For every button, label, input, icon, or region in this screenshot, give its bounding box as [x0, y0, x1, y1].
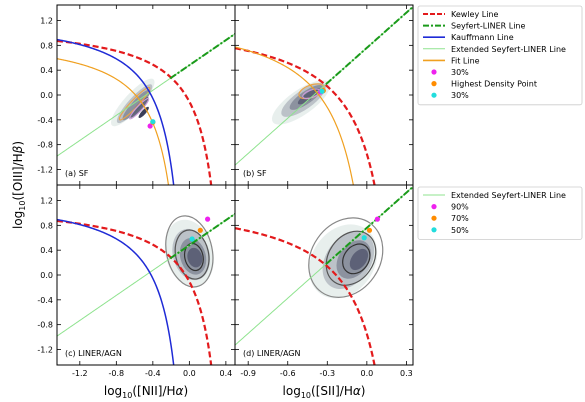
panel-label-d: (d) LINER/AGN [243, 349, 301, 358]
fit-line [235, 46, 354, 185]
density-level-4 [349, 248, 369, 271]
y-tick-label: -1.2 [37, 345, 53, 354]
y-tick-label: 0.8 [40, 41, 53, 50]
kewley-line [57, 219, 213, 365]
y-tick-label: -0.8 [37, 321, 53, 330]
seyfert-liner-line [169, 212, 235, 260]
legend-entry-label: Extended Seyfert-LINER Line [451, 191, 566, 200]
y-tick-label: 1.2 [40, 17, 53, 26]
legend-marker [431, 69, 437, 75]
cyan-point [319, 88, 325, 94]
density-contour-2 [325, 230, 377, 286]
density-level-4 [187, 247, 203, 268]
legend-marker [431, 92, 437, 98]
panel-label-a: (a) SF [65, 169, 89, 178]
x-tick-label: -1.2 [72, 369, 88, 378]
x-tick-label: -0.4 [145, 369, 161, 378]
y-tick-label: 0.4 [40, 66, 53, 75]
legend-entry-label: Kauffmann Line [451, 33, 514, 42]
x-tick-label: -0.6 [280, 369, 296, 378]
panel-a: (a) SF [57, 32, 235, 185]
cyan-point [150, 119, 156, 125]
x-axis-label-sii: log10([SII]/Hα) [283, 384, 366, 400]
fit-line [57, 58, 170, 185]
extended-seyfert-liner-line [57, 33, 235, 157]
density-contour-2 [129, 97, 150, 120]
cyan-point [189, 236, 195, 242]
magenta-point [374, 216, 380, 222]
legend-lower-right: Extended Seyfert-LINER Line 90% 70% 50% [417, 186, 583, 240]
panel-c: (c) LINER/AGN [57, 212, 235, 365]
y-tick-label: 0.8 [40, 221, 53, 230]
kewley-line [57, 39, 213, 185]
x-tick-label: 0.4 [220, 369, 233, 378]
panel-b: (b) SF [235, 5, 413, 185]
legend-marker [431, 204, 437, 210]
legend-entry-label: Extended Seyfert-LINER Line [451, 45, 566, 54]
cyan-point [361, 235, 367, 241]
y-tick-label: 1.2 [40, 197, 53, 206]
y-tick-label: -0.4 [37, 116, 53, 125]
legend-entry-label: 30% [451, 68, 469, 77]
legend-entry-label: 30% [451, 91, 469, 100]
legend-box [417, 186, 583, 240]
legend-entry-label: 50% [451, 226, 469, 235]
x-tick-label: -0.9 [240, 369, 256, 378]
legend-upper-right: Kewley Line Seyfert-LINER Line Kauffmann L… [417, 5, 583, 106]
legend-marker [431, 81, 437, 87]
y-tick-label: 0.4 [40, 246, 53, 255]
legend-layer: Kewley Line Seyfert-LINER Line Kauffmann L… [417, 5, 583, 240]
kewley-line [235, 227, 376, 365]
legend-entry-label: 70% [451, 214, 469, 223]
legend-marker [431, 227, 437, 233]
x-tick-label: 0.3 [400, 369, 413, 378]
y-tick-label: 0.0 [40, 91, 53, 100]
kauffmann-line [57, 38, 175, 185]
density-contour-1 [165, 215, 214, 288]
y-tick-label: 0.0 [40, 271, 53, 280]
orange-point [197, 227, 203, 233]
x-axis-label-nii: log10([NII]/Hα) [104, 384, 188, 400]
y-axis-label: log10([OIII]/Hβ) [11, 141, 27, 229]
density-contour-3 [342, 243, 371, 275]
seyfert-liner-line [169, 32, 235, 80]
legend-entry-label: Kewley Line [451, 10, 498, 19]
extended-seyfert-liner-line [57, 213, 235, 337]
legend-marker [431, 215, 437, 221]
y-tick-label: -0.4 [37, 296, 53, 305]
legend-entry-label: Seyfert-LINER Line [451, 22, 525, 31]
orange-point [366, 227, 373, 233]
magenta-point [205, 216, 211, 222]
seyfert-liner-line [325, 185, 413, 265]
panels-layer: (a) SF (b) SF (c) LINER/AGN (d) LINER/AGN [57, 5, 413, 365]
density-contour-1 [308, 217, 384, 298]
panel-label-b: (b) SF [243, 169, 267, 178]
x-tick-label: -0.3 [319, 369, 335, 378]
legend-box [417, 5, 583, 106]
seyfert-liner-line [325, 5, 413, 85]
x-tick-label: 0.0 [360, 369, 373, 378]
density-contour-2 [174, 229, 210, 280]
legend-entry-label: Fit Line [451, 56, 480, 65]
legend-entry-label: Highest Density Point [451, 80, 537, 89]
kewley-line [235, 47, 376, 185]
x-tick-label: -0.8 [109, 369, 125, 378]
x-tick-label: 0.0 [183, 369, 196, 378]
y-tick-label: -1.2 [37, 165, 53, 174]
legend-entry-label: 90% [451, 203, 469, 212]
y-tick-label: -0.8 [37, 141, 53, 150]
density-level-4 [129, 97, 149, 118]
magenta-point [147, 123, 153, 129]
panel-label-c: (c) LINER/AGN [65, 349, 122, 358]
kauffmann-line [57, 218, 175, 365]
axes-layer: -1.2 -0.8 -0.4 0.0 0.4 0.8 1.2 -1.2 -0.8 -0.4 0.0 0… [37, 4, 414, 378]
panel-d: (d) LINER/AGN [235, 185, 413, 365]
density-level-4 [297, 88, 320, 105]
